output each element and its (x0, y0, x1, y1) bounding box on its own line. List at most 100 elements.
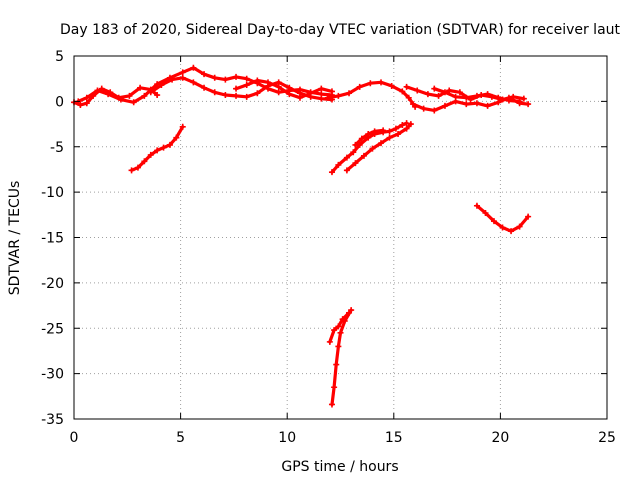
data-point (386, 128, 393, 135)
data-point (328, 401, 335, 408)
data-point (380, 127, 387, 134)
tick-labels: 0 5 10 15 20 25 5 0 -5 -10 -15 -20 -25 -30 -35 (41, 49, 616, 446)
data-point (254, 77, 261, 84)
series-track-7 (409, 94, 532, 114)
data-point (403, 83, 410, 90)
data-point (169, 76, 176, 83)
data-point (190, 64, 197, 71)
data-point (328, 169, 335, 176)
data-point (360, 152, 367, 159)
data-point (233, 85, 240, 92)
data-point (343, 154, 350, 161)
data-point (286, 91, 293, 98)
y-tick-label: -10 (41, 185, 64, 201)
data-point (326, 338, 333, 345)
data-point (154, 147, 161, 154)
data-point (525, 213, 532, 220)
data-point (117, 96, 124, 103)
x-tick-label: 0 (70, 430, 79, 446)
data-point (463, 94, 470, 101)
y-tick-label: -35 (41, 412, 64, 428)
data-point (473, 100, 480, 107)
data-point (473, 92, 480, 99)
series-track-2 (75, 64, 335, 106)
x-tick-label: 15 (385, 430, 403, 446)
data-point (431, 107, 438, 114)
data-point (463, 101, 470, 108)
data-point (296, 94, 303, 101)
y-tick-label: -5 (50, 140, 64, 156)
data-point (495, 94, 502, 101)
data-point (243, 82, 250, 89)
data-point (484, 91, 491, 98)
data-point (516, 98, 523, 105)
data-point (318, 85, 325, 92)
data-point (482, 209, 489, 216)
data-point (405, 94, 412, 101)
y-tick-label: -20 (41, 276, 64, 292)
data-point (179, 123, 186, 130)
data-point (339, 316, 346, 323)
data-point (409, 101, 416, 108)
data-point (424, 91, 431, 98)
series-line (326, 80, 417, 109)
chart-title: Day 183 of 2020, Sidereal Day-to-day VTE… (60, 22, 621, 38)
data-point (525, 101, 532, 108)
data-point (243, 93, 250, 100)
data-point (211, 89, 218, 96)
data-point (516, 223, 523, 230)
data-point (392, 125, 399, 132)
data-point (473, 202, 480, 209)
series-track-1 (71, 84, 161, 109)
plot-frame (73, 55, 608, 420)
data-point (233, 92, 240, 99)
data-point (435, 92, 442, 99)
series-track-13 (473, 202, 532, 235)
data-point (275, 83, 282, 90)
series-track-11 (343, 121, 414, 174)
data-point (367, 80, 374, 87)
series-track-12 (352, 127, 387, 148)
data-point (441, 102, 448, 109)
series-track-3 (147, 74, 335, 103)
data-point (378, 79, 385, 86)
series-track-14 (328, 307, 355, 408)
data-point (324, 94, 331, 101)
data-point (441, 89, 448, 96)
data-point (365, 131, 372, 138)
data-point (358, 135, 365, 142)
data-point (335, 92, 342, 99)
data-point (201, 84, 208, 91)
series-layer (71, 64, 532, 408)
y-axis-label: SDTVAR / TECUs (7, 181, 23, 296)
y-tick-label: 0 (55, 94, 64, 110)
data-point (179, 69, 186, 76)
data-point (201, 71, 208, 78)
data-point (307, 90, 314, 97)
data-point (369, 145, 376, 152)
data-point (431, 85, 438, 92)
x-tick-label: 25 (598, 430, 616, 446)
data-point (173, 134, 180, 141)
data-point (395, 131, 402, 138)
data-point (331, 384, 338, 391)
data-point (243, 75, 250, 82)
data-point (94, 87, 101, 94)
data-point (147, 151, 154, 158)
series-track-5 (324, 79, 419, 110)
series-track-8 (431, 85, 523, 105)
data-point (346, 90, 353, 97)
series-track-4 (233, 77, 335, 101)
y-tick-label: -30 (41, 367, 64, 383)
data-point (452, 93, 459, 100)
data-point (491, 218, 498, 225)
data-point (335, 323, 342, 330)
data-point (388, 82, 395, 89)
data-point (147, 89, 154, 96)
data-point (335, 343, 342, 350)
data-point (83, 100, 90, 107)
data-point (499, 224, 506, 231)
data-point (352, 141, 359, 148)
data-point (141, 158, 148, 165)
